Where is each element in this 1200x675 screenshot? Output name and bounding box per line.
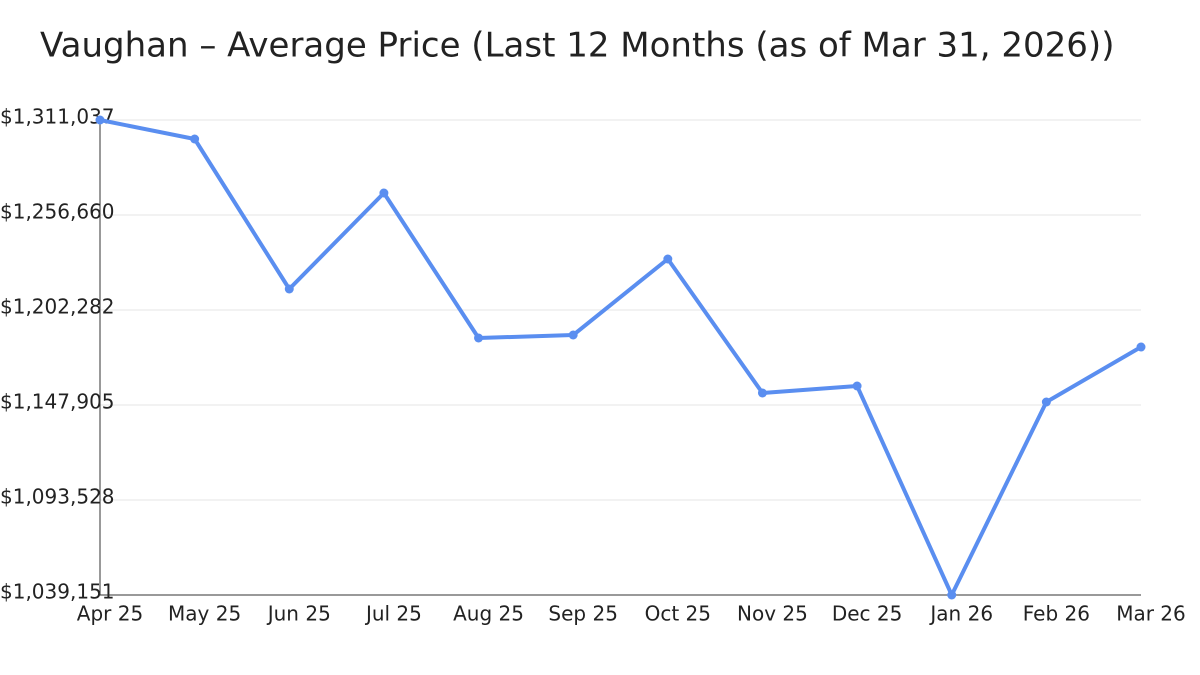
point (1136, 342, 1146, 352)
x-tick-label: Mar 26 (1116, 602, 1186, 626)
point (663, 254, 673, 264)
y-tick-label: $1,147,905 (0, 390, 115, 414)
x-tick-label: Apr 25 (77, 602, 143, 626)
y-tick-label: $1,202,282 (0, 295, 115, 319)
x-tick-label: Jan 26 (928, 602, 993, 626)
point (852, 381, 862, 391)
x-tick-label: Feb 26 (1023, 602, 1090, 626)
y-tick-label: $1,093,528 (0, 485, 115, 509)
y-tick-label: $1,311,037 (0, 105, 115, 129)
x-tick-label: Jun 25 (266, 602, 331, 626)
point (568, 330, 578, 340)
x-tick-label: Sep 25 (548, 602, 618, 626)
point (379, 188, 389, 198)
x-tick-label: Nov 25 (737, 602, 808, 626)
point (284, 284, 294, 294)
point (947, 590, 957, 600)
y-tick-label: $1,039,151 (0, 580, 115, 604)
x-tick-label: Oct 25 (645, 602, 711, 626)
x-tick-label: Aug 25 (453, 602, 524, 626)
point (474, 333, 484, 343)
point (95, 115, 105, 125)
chart-title: Vaughan – Average Price (Last 12 Months … (40, 26, 1114, 66)
point (190, 134, 200, 144)
y-tick-label: $1,256,660 (0, 199, 115, 223)
point (1041, 397, 1051, 407)
x-tick-label: Dec 25 (832, 602, 903, 626)
x-tick-label: Jul 25 (364, 602, 422, 626)
point (757, 388, 767, 398)
line (99, 118, 1143, 597)
x-tick-label: May 25 (168, 602, 241, 626)
